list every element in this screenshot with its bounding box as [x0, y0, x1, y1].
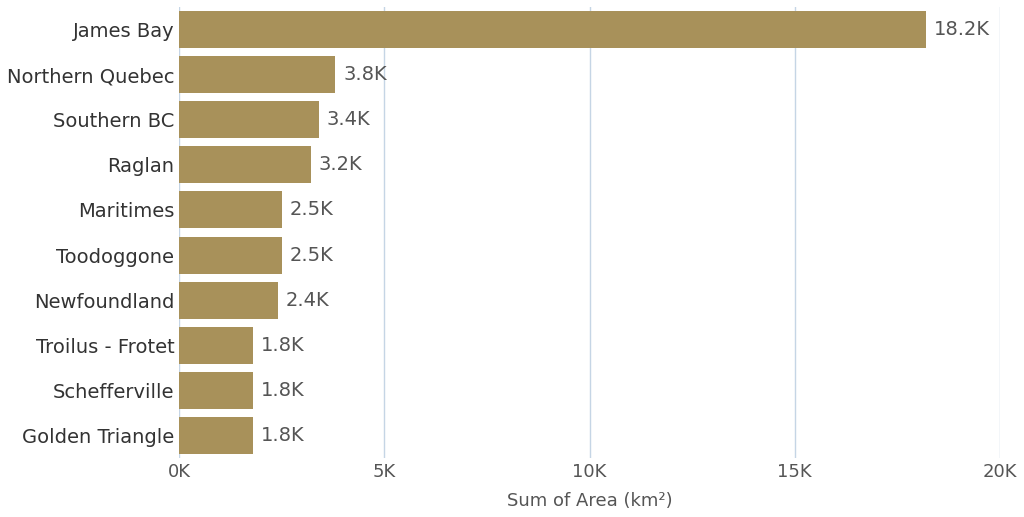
- Text: 3.8K: 3.8K: [343, 65, 387, 84]
- Text: 2.5K: 2.5K: [290, 201, 334, 219]
- X-axis label: Sum of Area (km²): Sum of Area (km²): [507, 492, 673, 510]
- Text: 1.8K: 1.8K: [261, 426, 305, 445]
- Bar: [179, 327, 253, 364]
- Bar: [179, 372, 253, 409]
- Text: 1.8K: 1.8K: [261, 336, 305, 355]
- Bar: [179, 282, 278, 318]
- Text: 3.4K: 3.4K: [327, 110, 371, 129]
- Text: 2.5K: 2.5K: [290, 246, 334, 265]
- Text: 1.8K: 1.8K: [261, 381, 305, 400]
- Text: 2.4K: 2.4K: [286, 291, 330, 310]
- Bar: [179, 11, 926, 48]
- Bar: [179, 101, 318, 138]
- Bar: [179, 56, 335, 93]
- Bar: [179, 417, 253, 454]
- Bar: [179, 237, 282, 273]
- Bar: [179, 191, 282, 229]
- Text: 3.2K: 3.2K: [318, 155, 362, 174]
- Text: 18.2K: 18.2K: [934, 20, 990, 39]
- Bar: [179, 146, 310, 184]
